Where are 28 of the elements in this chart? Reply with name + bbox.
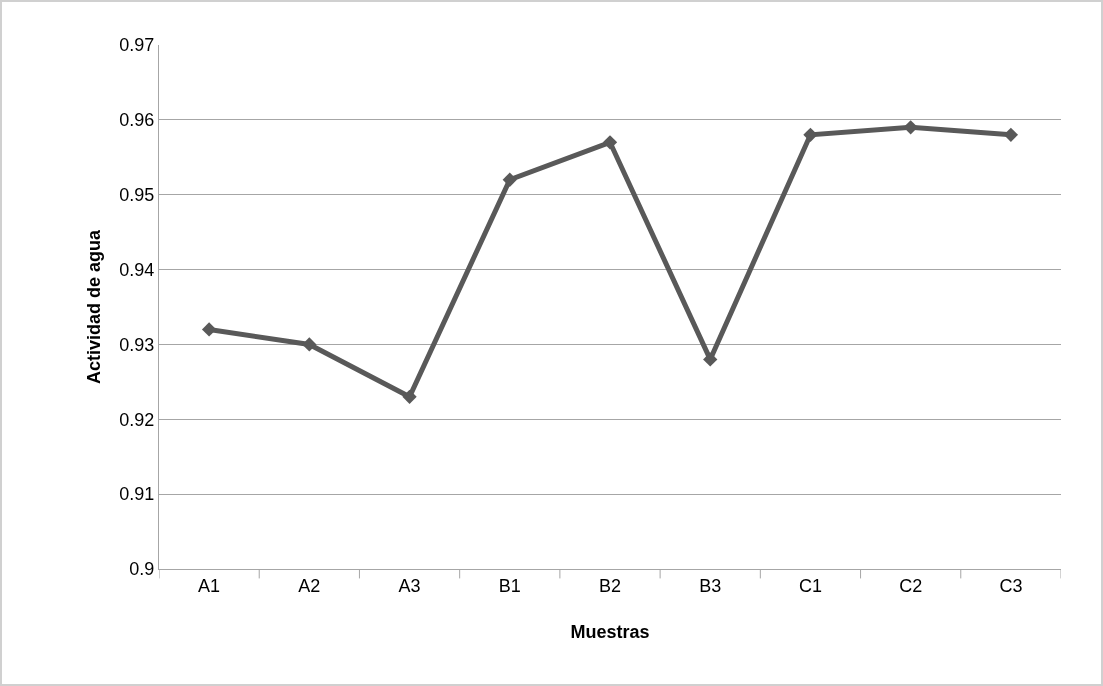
x-tick-label: A3 xyxy=(398,575,421,596)
point xyxy=(903,120,918,135)
y-tick-label: 0.94 xyxy=(119,259,155,280)
x-tick-label: B2 xyxy=(598,575,622,596)
y-tick-label: 0.96 xyxy=(119,110,155,131)
x-tick-label: C1 xyxy=(798,575,822,596)
point xyxy=(502,172,517,187)
x-tick-label: B3 xyxy=(699,575,722,596)
y-tick-label: 0.95 xyxy=(119,185,155,206)
x-tick-label: B1 xyxy=(498,575,521,596)
y-tick-label: 0.91 xyxy=(119,484,155,505)
x-tick-label: C3 xyxy=(999,575,1023,596)
point xyxy=(803,127,818,142)
y-tick-label: 0.92 xyxy=(119,409,155,430)
x-tick-label: A2 xyxy=(298,575,321,596)
x-axis-title: Muestras xyxy=(570,621,650,642)
point xyxy=(1003,127,1019,142)
point xyxy=(201,322,217,337)
point xyxy=(602,135,618,150)
x-tick-label: A1 xyxy=(198,575,221,596)
point xyxy=(402,389,417,404)
y-tick-label: 0.97 xyxy=(119,35,155,56)
point xyxy=(703,352,718,367)
x-tick-label: C2 xyxy=(899,575,923,596)
y-tick-label: 0.93 xyxy=(119,334,155,355)
point xyxy=(302,337,317,352)
y-axis-title: Actividad de agua xyxy=(83,229,104,385)
y-tick-label: 0.9 xyxy=(129,559,155,580)
